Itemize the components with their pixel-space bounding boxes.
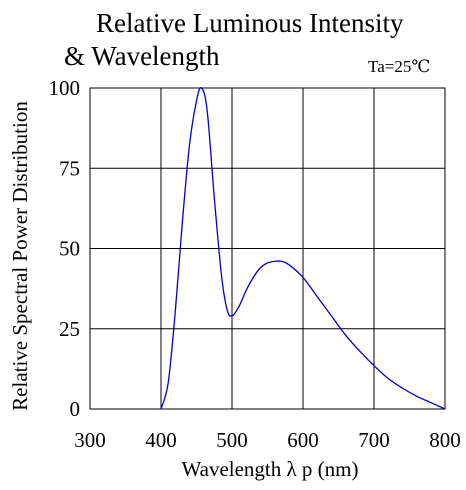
y-tick-label: 75 <box>59 156 80 180</box>
x-axis-label: Wavelength λ p (nm) <box>181 457 358 481</box>
x-tick-label: 300 <box>74 428 106 452</box>
grid-lines <box>90 88 445 409</box>
x-tick-label: 700 <box>358 428 390 452</box>
chart-title: Relative Luminous Intensity <box>96 8 404 38</box>
y-tick-label: 25 <box>59 317 80 341</box>
x-tick-label: 400 <box>145 428 177 452</box>
x-tick-label: 500 <box>216 428 248 452</box>
y-tick-label: 100 <box>49 76 81 100</box>
y-axis-label: Relative Spectral Power Distribution <box>8 101 32 411</box>
x-tick-labels: 300 400 500 600 700 800 <box>74 428 461 452</box>
y-tick-label: 0 <box>70 397 81 421</box>
plot-frame <box>89 87 446 410</box>
x-tick-label: 600 <box>287 428 319 452</box>
chart-title-line2: & Wavelength <box>64 41 220 71</box>
condition-annotation: Ta=25℃ <box>368 57 430 76</box>
x-tick-label: 800 <box>429 428 461 452</box>
y-tick-labels: 0 25 50 75 100 <box>49 76 81 421</box>
y-tick-label: 50 <box>59 237 80 261</box>
spectrum-curve <box>160 87 446 410</box>
